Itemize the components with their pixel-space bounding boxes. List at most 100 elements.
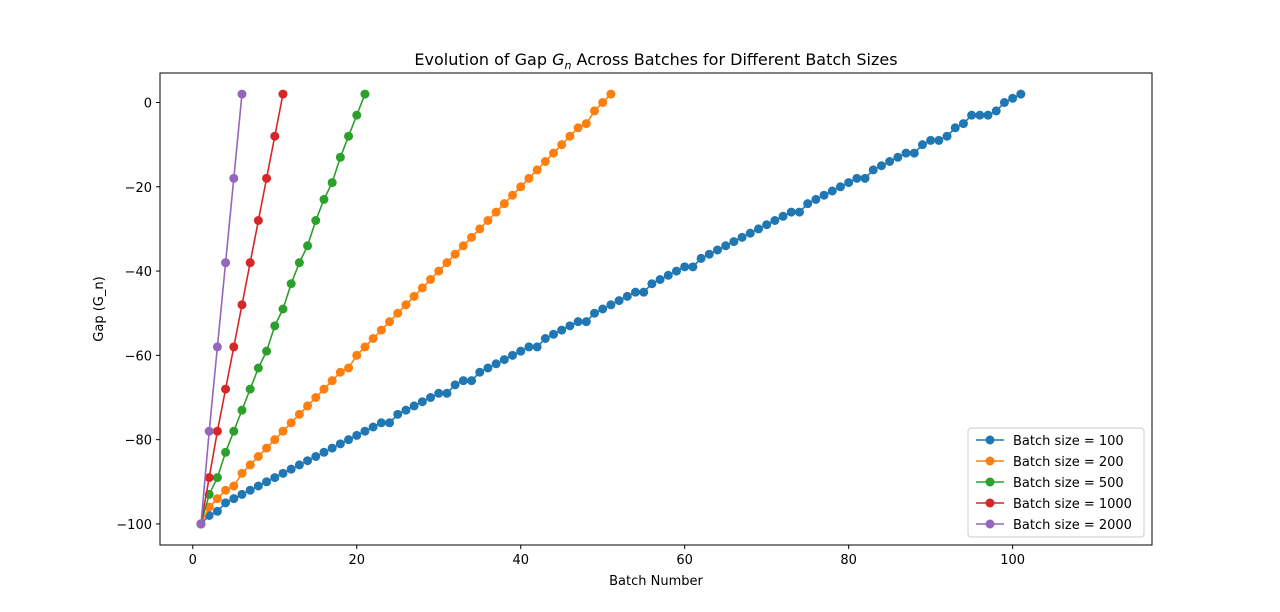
data-point: [278, 89, 288, 99]
data-point: [327, 178, 337, 188]
data-point: [844, 178, 854, 188]
data-point: [532, 342, 542, 352]
data-point: [376, 418, 386, 428]
data-point: [229, 173, 239, 183]
data-point: [426, 275, 436, 284]
data-point: [975, 110, 985, 120]
data-point: [221, 447, 231, 457]
data-point: [565, 131, 575, 141]
data-point: [450, 249, 460, 259]
data-point: [909, 148, 919, 158]
legend-marker: [985, 456, 995, 466]
data-point: [237, 489, 247, 499]
data-point: [786, 207, 796, 217]
data-point: [950, 123, 960, 133]
data-point: [983, 110, 993, 120]
series-layer: [196, 89, 1026, 529]
data-point: [581, 119, 591, 129]
y-tick-label: −40: [125, 265, 152, 280]
data-point: [319, 447, 329, 457]
data-point: [540, 157, 550, 166]
data-point: [253, 216, 263, 225]
x-tick-label: 60: [676, 553, 693, 568]
data-point: [229, 481, 239, 491]
data-point: [385, 317, 395, 327]
plot-area-frame: [159, 72, 1153, 546]
data-point: [590, 106, 600, 116]
data-point: [327, 376, 337, 386]
data-point: [794, 207, 804, 217]
data-point: [409, 401, 419, 411]
data-point: [942, 131, 952, 141]
x-axis-label: Batch Number: [609, 574, 703, 589]
chart-title-subscript: n: [564, 59, 571, 72]
data-point: [204, 426, 214, 436]
data-point: [926, 135, 936, 145]
data-point: [483, 363, 493, 373]
legend-marker: [985, 498, 995, 508]
data-point: [253, 481, 263, 491]
data-point: [303, 401, 313, 411]
data-point: [335, 367, 345, 377]
data-point: [590, 308, 600, 318]
data-point: [352, 430, 362, 440]
data-point: [508, 190, 518, 200]
data-point: [335, 439, 345, 449]
data-point: [327, 443, 337, 453]
y-axis: 0 −20 −40 −60 −80 −100: [116, 97, 160, 533]
data-point: [516, 182, 526, 192]
data-point: [573, 123, 583, 133]
y-axis-label: Gap (G_n): [92, 276, 107, 341]
data-point: [212, 342, 222, 352]
data-point: [221, 258, 231, 268]
legend-item: Batch size = 100: [976, 434, 1124, 449]
data-point: [253, 363, 263, 373]
data-point: [917, 140, 927, 150]
legend-label: Batch size = 1000: [1013, 497, 1132, 512]
legend-item: Batch size = 1000: [976, 497, 1132, 512]
data-point: [934, 135, 944, 145]
chart-title-suffix: Across Batches for Different Batch Sizes: [571, 50, 897, 69]
data-point: [663, 270, 673, 280]
data-point: [434, 388, 444, 398]
data-point: [221, 485, 231, 495]
data-point: [196, 519, 206, 529]
data-point: [311, 216, 321, 225]
data-point: [639, 287, 649, 297]
data-point: [893, 152, 903, 162]
data-point: [262, 346, 272, 356]
data-point: [426, 393, 436, 402]
data-point: [475, 367, 485, 377]
data-point: [368, 334, 378, 343]
data-point: [467, 232, 477, 242]
data-point: [352, 350, 362, 360]
data-point: [311, 452, 321, 461]
data-point: [606, 300, 616, 310]
series-5: [196, 89, 247, 529]
legend-label: Batch size = 100: [1013, 434, 1124, 449]
legend-marker: [985, 435, 995, 445]
data-point: [696, 253, 706, 263]
data-point: [262, 443, 272, 453]
data-point: [294, 258, 304, 268]
legend-label: Batch size = 200: [1013, 455, 1124, 470]
legend-label: Batch size = 2000: [1013, 518, 1132, 533]
data-point: [811, 194, 821, 204]
data-point: [278, 468, 288, 478]
data-point: [385, 418, 395, 428]
data-point: [294, 409, 304, 419]
legend-marker: [985, 519, 995, 529]
legend-item: Batch size = 200: [976, 455, 1124, 470]
chart-title-prefix: Evolution of Gap: [414, 50, 552, 69]
data-point: [885, 157, 895, 166]
data-point: [212, 506, 222, 516]
data-point: [540, 334, 550, 343]
data-point: [344, 363, 354, 373]
chart-title-variable: G: [552, 50, 564, 69]
x-tick-label: 40: [512, 553, 529, 568]
x-tick-label: 0: [189, 553, 197, 568]
data-point: [212, 426, 222, 436]
data-point: [499, 199, 509, 209]
y-tick-label: −20: [125, 181, 152, 196]
data-point: [458, 376, 468, 386]
